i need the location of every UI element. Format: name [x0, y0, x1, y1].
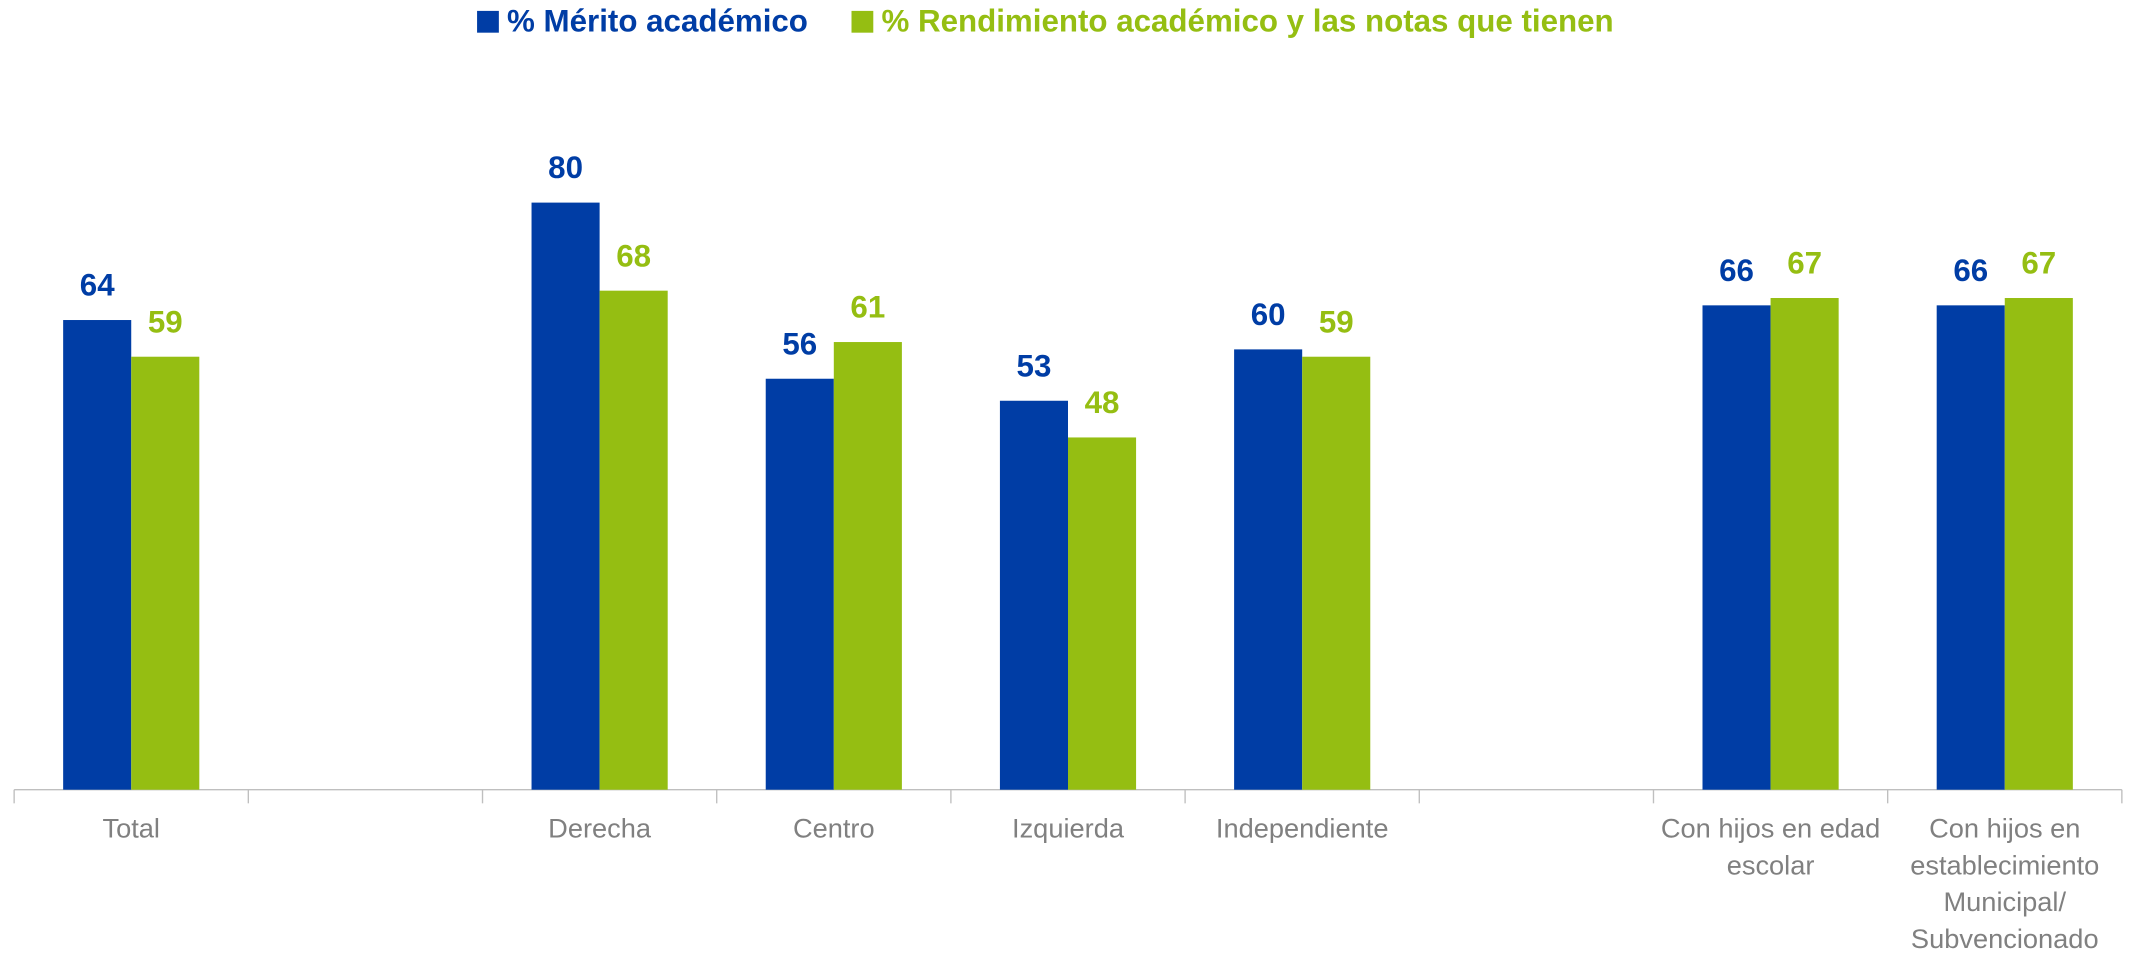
legend-swatch	[851, 10, 874, 33]
bar	[1936, 305, 2005, 790]
bar	[833, 342, 902, 790]
x-tick-label-line: Municipal/	[1943, 886, 2066, 917]
value-label: 48	[1085, 385, 1120, 420]
x-tick-label-line: Independiente	[1216, 813, 1389, 844]
bar	[1702, 305, 1771, 790]
x-tick-label-line: establecimiento	[1910, 850, 2099, 881]
x-tick-label-line: Con hijos en edad	[1661, 813, 1880, 844]
value-label: 61	[850, 290, 885, 325]
x-tick-label: Independiente	[1216, 813, 1389, 844]
value-label: 80	[548, 150, 583, 185]
value-label: 59	[148, 304, 183, 339]
value-label: 67	[1787, 246, 1822, 281]
bar	[599, 290, 668, 790]
value-label: 53	[1017, 348, 1052, 383]
x-tick-label-line: escolar	[1727, 850, 1815, 881]
x-tick-label: Con hijos en edad escolar	[1661, 813, 1880, 881]
x-tick-label-line: Subvencionado	[1911, 923, 2099, 954]
value-label: 66	[1719, 253, 1754, 288]
bar	[131, 356, 200, 790]
legend-label: % Rendimiento académico y las notas que …	[881, 3, 1613, 38]
bar	[1068, 437, 1137, 790]
value-label: 66	[1953, 253, 1988, 288]
x-tick-label: Izquierda	[1012, 813, 1125, 844]
value-label: 68	[616, 238, 651, 273]
value-label: 64	[80, 268, 115, 303]
legend-label: % Mérito académico	[507, 3, 808, 38]
value-label: 60	[1251, 297, 1286, 332]
x-tick-label-line: Total	[102, 813, 160, 844]
bar	[1234, 349, 1303, 790]
bar	[1302, 356, 1371, 790]
value-label: 56	[782, 326, 817, 361]
value-label: 67	[2021, 246, 2056, 281]
legend-swatch	[477, 10, 499, 33]
x-tick-label-line: Centro	[793, 813, 875, 844]
x-tick-label-line: Izquierda	[1012, 813, 1125, 844]
bar	[1770, 298, 1839, 790]
value-label: 59	[1319, 304, 1354, 339]
bar	[63, 320, 132, 790]
x-tick-label: Con hijos en establecimiento Municipal/Sub…	[1910, 813, 2099, 954]
bar	[2004, 298, 2073, 790]
bar	[531, 202, 600, 790]
x-tick-label: Centro	[793, 813, 875, 844]
bar	[999, 400, 1068, 790]
x-tick-label-line: Derecha	[548, 813, 652, 844]
x-tick-label: Total	[102, 813, 160, 844]
bar	[765, 378, 834, 790]
x-tick-label: Derecha	[548, 813, 652, 844]
x-tick-label-line: Con hijos en	[1929, 813, 2080, 844]
